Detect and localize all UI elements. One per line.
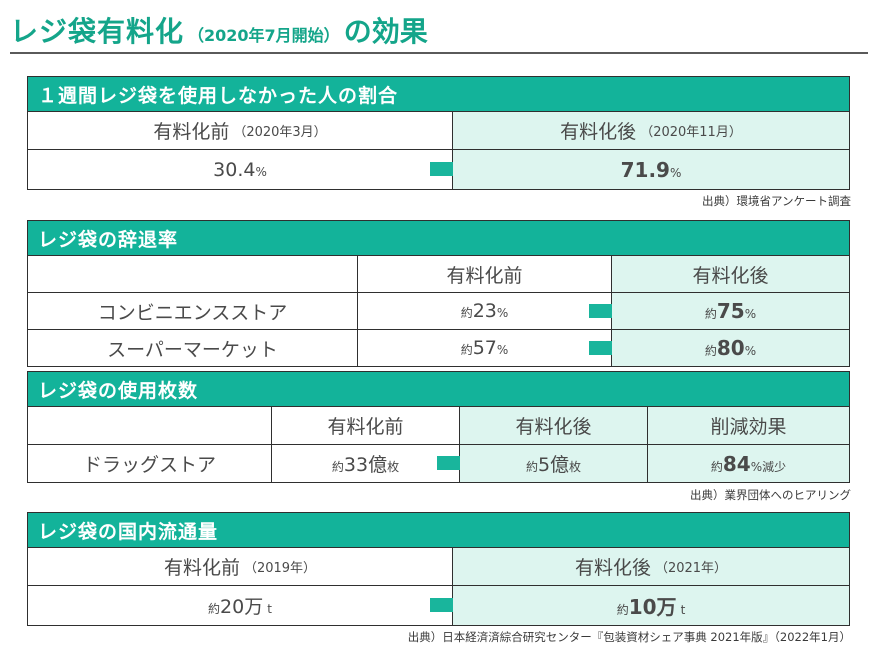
before-value-cell: 約 20万 t [28,586,474,625]
after-period: （2020年11月） [640,125,742,140]
unit: t [680,603,686,617]
after-value: 80 [716,336,745,360]
empty-header-cell [28,407,272,444]
unit: % [496,343,509,357]
after-value-cell: 約 10万 t [453,586,849,625]
before-value: 20万 [220,596,264,618]
effect-value: 84 [722,451,751,476]
unit: t [267,602,272,616]
source-note: 出典）業界団体へのヒアリング [690,488,851,502]
section-heading: レジ袋の辞退率 [28,221,849,256]
title-divider [10,52,868,54]
page-title-sub: （2020年7月開始） [188,26,340,45]
value-row: 約 20万 t 約 10万 t [28,586,849,625]
header-row: 有料化前 有料化後 削減効果 [28,407,849,445]
before-period: （2020年3月） [233,125,327,140]
source-note: 出典）環境省アンケート調査 [701,194,851,208]
before-value: 33億 [343,454,388,476]
before-label: 有料化前 [163,557,240,579]
before-period: （2019年） [243,561,317,576]
after-header: 有料化後 （2021年） [453,548,849,585]
before-value: 30.4 [213,158,256,181]
effect-header: 削減効果 [648,407,849,444]
prefix: 約 [704,344,717,358]
prefix: 約 [616,603,629,617]
before-value: 23 [472,300,497,322]
source-note: 出典）日本経済済綜合研究センター『包装資材シェア事典 2021年版』（2022年… [407,630,851,644]
after-header: 有料化後 （2020年11月） [453,112,849,149]
prefix: 約 [525,460,538,474]
section-domestic-distribution: レジ袋の国内流通量 有料化前 （2019年） 有料化後 （2021年） 約 20万 t … [27,512,850,626]
prefix: 約 [331,460,344,474]
section-decline-rate: レジ袋の辞退率 有料化前 有料化後 コンビニエンスストア 約 23% 約 75% ス… [27,220,850,367]
value-row: 30.4% 71.9% [28,150,849,189]
before-header: 有料化前 （2020年3月） [28,112,453,149]
after-header: 有料化後 [460,407,648,444]
after-value-cell: 約 75% [612,293,849,329]
store-type-label: コンビニエンスストア [28,293,358,329]
header-row: 有料化前 （2020年3月） 有料化後 （2020年11月） [28,112,849,150]
before-header: 有料化前 [358,256,612,292]
unit: 枚 [569,460,582,474]
after-label: 有料化後 [560,121,637,143]
empty-header-cell [28,256,358,292]
prefix: 約 [704,307,717,321]
after-value-cell: 71.9% [453,150,849,189]
effect-unit: %減少 [750,459,787,474]
unit: % [744,344,757,358]
after-unit: % [669,165,682,180]
before-header: 有料化前 [272,407,460,444]
after-value: 71.9 [620,157,670,182]
after-period: （2021年） [654,561,728,576]
section-heading: レジ袋の使用枚数 [28,372,849,407]
before-value-cell: 約 57% [358,330,633,366]
unit: 枚 [387,460,400,474]
page-title: レジ袋有料化 （2020年7月開始） の効果 [10,10,428,48]
table-row: ドラッグストア 約 33億枚 約 5億枚 約 84 %減少 [28,445,849,482]
before-value-cell: 約 23% [358,293,633,329]
before-value: 57 [472,337,497,359]
after-value: 5億 [537,454,570,476]
store-type-label: スーパーマーケット [28,330,358,366]
section-heading: １週間レジ袋を使用しなかった人の割合 [28,77,849,112]
header-row: 有料化前 有料化後 [28,256,849,293]
before-value-cell: 約 33億枚 [272,445,481,482]
prefix: 約 [460,343,473,357]
table-row: コンビニエンスストア 約 23% 約 75% [28,293,849,330]
unit: % [496,306,509,320]
after-value-cell: 約 5億枚 [460,445,648,482]
prefix: 約 [208,602,221,616]
header-row: 有料化前 （2019年） 有料化後 （2021年） [28,548,849,586]
before-header: 有料化前 （2019年） [28,548,453,585]
section-no-bag-ratio: １週間レジ袋を使用しなかった人の割合 有料化前 （2020年3月） 有料化後 （20… [27,76,850,190]
prefix: 約 [710,459,723,474]
after-label: 有料化後 [574,557,651,579]
after-value: 75 [716,299,745,323]
after-value: 10万 [628,595,677,619]
section-heading: レジ袋の国内流通量 [28,513,849,548]
before-unit: % [255,164,267,179]
page-title-end: の効果 [343,15,428,48]
table-row: スーパーマーケット 約 57% 約 80% [28,330,849,366]
before-label: 有料化前 [153,121,230,143]
effect-value-cell: 約 84 %減少 [648,445,849,482]
store-type-label: ドラッグストア [28,445,272,482]
before-value-cell: 30.4% [28,150,474,189]
after-value-cell: 約 80% [612,330,849,366]
unit: % [744,307,757,321]
page-title-main: レジ袋有料化 [10,15,185,48]
prefix: 約 [460,306,473,320]
after-header: 有料化後 [612,256,849,292]
